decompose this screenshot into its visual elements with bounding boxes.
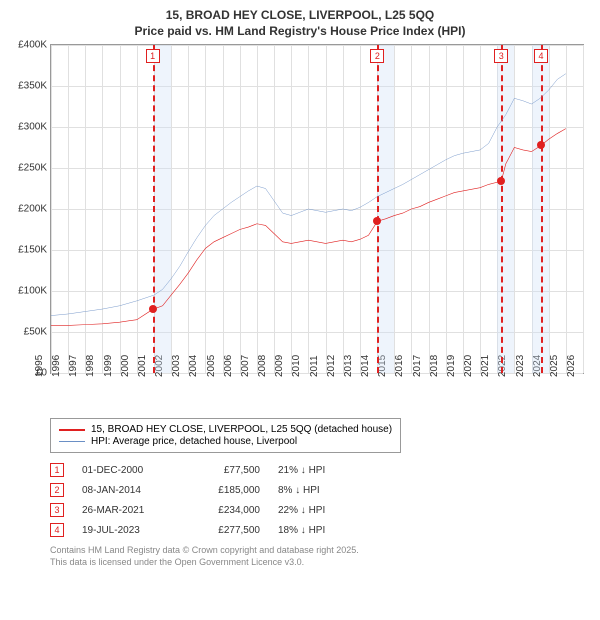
sale-date: 19-JUL-2023 <box>82 525 172 536</box>
legend-item: HPI: Average price, detached house, Live… <box>59 436 392 447</box>
sale-date: 08-JAN-2014 <box>82 485 172 496</box>
sale-date: 26-MAR-2021 <box>82 505 172 516</box>
y-tick-label: £400K <box>3 40 47 51</box>
attribution-line: This data is licensed under the Open Gov… <box>50 557 592 569</box>
y-tick-label: £300K <box>3 122 47 133</box>
legend: 15, BROAD HEY CLOSE, LIVERPOOL, L25 5QQ … <box>50 418 401 453</box>
sale-row: 4 19-JUL-2023 £277,500 18% ↓ HPI <box>50 523 592 537</box>
sale-marker-ref: 3 <box>50 503 64 517</box>
y-tick-label: £350K <box>3 81 47 92</box>
chart-subtitle: Price paid vs. HM Land Registry's House … <box>8 24 592 38</box>
gridline <box>583 45 584 373</box>
sale-row: 1 01-DEC-2000 £77,500 21% ↓ HPI <box>50 463 592 477</box>
sale-marker: 2 <box>370 49 384 63</box>
legend-item: 15, BROAD HEY CLOSE, LIVERPOOL, L25 5QQ … <box>59 424 392 435</box>
sale-diff: 22% ↓ HPI <box>278 505 358 516</box>
sale-price: £77,500 <box>190 465 260 476</box>
x-tick-label: 1995 <box>34 355 45 377</box>
y-tick-label: £250K <box>3 163 47 174</box>
sale-marker: 1 <box>146 49 160 63</box>
sale-dot <box>149 305 157 313</box>
legend-label: HPI: Average price, detached house, Live… <box>91 436 297 447</box>
sale-row: 3 26-MAR-2021 £234,000 22% ↓ HPI <box>50 503 592 517</box>
y-tick-label: £150K <box>3 245 47 256</box>
sale-dot <box>537 141 545 149</box>
sale-marker-ref: 2 <box>50 483 64 497</box>
legend-swatch <box>59 441 85 442</box>
sale-diff: 21% ↓ HPI <box>278 465 358 476</box>
chart-area: £0£50K£100K£150K£200K£250K£300K£350K£400… <box>50 44 584 374</box>
series-svg <box>51 45 583 373</box>
attribution: Contains HM Land Registry data © Crown c… <box>50 545 592 568</box>
sale-marker: 3 <box>494 49 508 63</box>
sales-table: 1 01-DEC-2000 £77,500 21% ↓ HPI 2 08-JAN-2014… <box>50 463 592 537</box>
sale-dot <box>497 177 505 185</box>
sale-row: 2 08-JAN-2014 £185,000 8% ↓ HPI <box>50 483 592 497</box>
y-tick-label: £200K <box>3 204 47 215</box>
sale-price: £234,000 <box>190 505 260 516</box>
legend-label: 15, BROAD HEY CLOSE, LIVERPOOL, L25 5QQ … <box>91 424 392 435</box>
sale-diff: 18% ↓ HPI <box>278 525 358 536</box>
sale-price: £277,500 <box>190 525 260 536</box>
y-tick-label: £50K <box>3 327 47 338</box>
sale-marker-ref: 4 <box>50 523 64 537</box>
legend-swatch <box>59 429 85 431</box>
series-price_paid <box>51 129 566 326</box>
y-tick-label: £100K <box>3 286 47 297</box>
series-hpi <box>51 74 566 316</box>
sale-dot <box>373 217 381 225</box>
sale-date: 01-DEC-2000 <box>82 465 172 476</box>
sale-marker: 4 <box>534 49 548 63</box>
sale-diff: 8% ↓ HPI <box>278 485 358 496</box>
attribution-line: Contains HM Land Registry data © Crown c… <box>50 545 592 557</box>
sale-marker-ref: 1 <box>50 463 64 477</box>
sale-price: £185,000 <box>190 485 260 496</box>
chart-title: 15, BROAD HEY CLOSE, LIVERPOOL, L25 5QQ <box>8 8 592 22</box>
